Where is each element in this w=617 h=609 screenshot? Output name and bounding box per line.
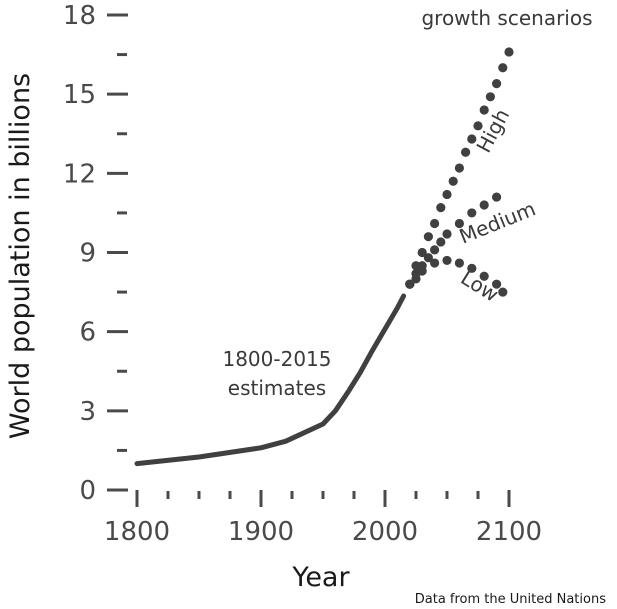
- x-tick-label: 2000: [352, 517, 418, 547]
- scenario-point-low: [442, 255, 452, 266]
- scenario-point-high: [442, 189, 452, 200]
- estimates-label-line1: 1800-2015: [222, 347, 331, 371]
- scenario-point-medium: [436, 237, 446, 247]
- y-axis-title: World population in billions: [5, 73, 36, 439]
- x-axis-title: Year: [291, 562, 350, 593]
- scenario-point-medium: [479, 200, 489, 210]
- y-tick-label: 9: [79, 239, 96, 269]
- scenario-label-high: High: [471, 105, 514, 157]
- scenario-point-medium: [423, 253, 433, 263]
- scenario-point-high: [485, 92, 495, 102]
- scenarios-title: growth scenarios: [421, 6, 592, 30]
- scenario-point-low: [479, 271, 489, 281]
- y-tick-label: 18: [63, 1, 96, 31]
- scenario-point-medium: [442, 229, 452, 239]
- scenario-point-high: [448, 176, 458, 186]
- scenario-point-high: [417, 247, 427, 258]
- x-tick-label: 2100: [476, 517, 542, 547]
- scenario-point-medium: [430, 245, 440, 255]
- y-tick-label: 6: [79, 318, 96, 348]
- y-tick-label: 0: [79, 476, 96, 506]
- scenario-point-low: [454, 258, 464, 268]
- scenario-point-high: [492, 79, 502, 89]
- scenario-point-low: [405, 279, 415, 289]
- scenario-label-medium: Medium: [456, 196, 539, 248]
- y-tick-label: 15: [63, 80, 96, 110]
- scenario-point-low: [430, 258, 440, 268]
- scenario-point-low: [467, 263, 477, 273]
- scenario-point-high: [461, 147, 471, 157]
- x-tick-label: 1900: [228, 517, 294, 547]
- scenario-point-high: [479, 105, 489, 115]
- scenario-point-medium: [492, 192, 502, 202]
- scenario-point-medium: [467, 208, 477, 218]
- x-tick-label: 1800: [104, 517, 170, 547]
- scenario-point-low: [492, 279, 502, 289]
- scenario-point-high: [454, 163, 464, 173]
- scenario-point-high: [467, 134, 477, 144]
- scenario-point-low: [417, 266, 427, 276]
- scenario-point-medium: [454, 218, 464, 229]
- estimates-line: [134, 293, 407, 467]
- scenario-point-high: [498, 63, 508, 73]
- y-tick-label: 3: [79, 397, 96, 427]
- scenario-point-high: [430, 218, 440, 229]
- estimates-label-line2: estimates: [228, 376, 326, 400]
- y-tick-label: 12: [63, 159, 96, 189]
- scenario-point-high: [423, 232, 433, 242]
- scenario-point-high: [436, 203, 446, 213]
- scenario-point-high: [504, 47, 514, 57]
- scenario-point-high: [473, 121, 483, 131]
- scenario-point-low: [498, 287, 508, 297]
- scenario-point-low: [411, 274, 421, 284]
- source-note: Data from the United Nations: [415, 592, 606, 607]
